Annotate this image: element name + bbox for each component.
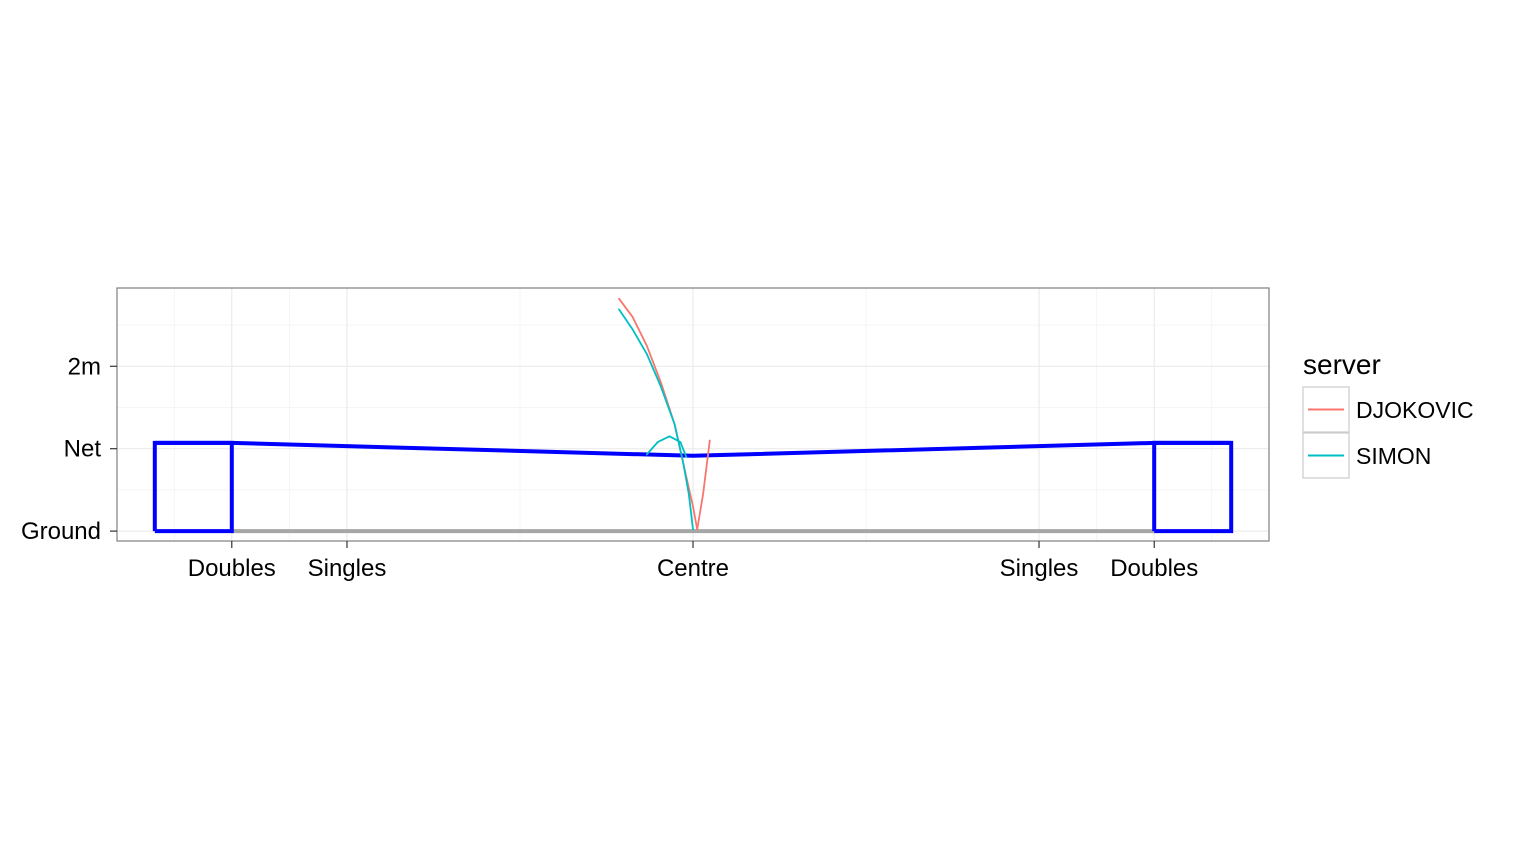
legend-title: server bbox=[1303, 349, 1381, 380]
series-layer bbox=[618, 297, 711, 531]
series-simon-line-1 bbox=[618, 308, 694, 531]
y-tick-label: Net bbox=[64, 436, 102, 463]
x-axis: Doubles Singles Centre Singles Doubles bbox=[188, 541, 1198, 582]
series-djokovic-line-2 bbox=[696, 439, 711, 531]
net-right-post bbox=[1152, 440, 1234, 534]
x-tick-label: Singles bbox=[308, 555, 387, 582]
net-layer bbox=[152, 440, 1234, 534]
x-tick-label: Singles bbox=[1000, 555, 1079, 582]
x-tick-label: Doubles bbox=[188, 555, 276, 582]
series-simon-line-2 bbox=[645, 435, 688, 458]
x-tick-label: Doubles bbox=[1110, 555, 1198, 582]
y-tick-label: 2m bbox=[68, 353, 101, 380]
y-axis: Ground Net 2m bbox=[21, 353, 117, 545]
x-tick-label: Centre bbox=[657, 555, 729, 582]
y-tick-label: Ground bbox=[21, 518, 101, 545]
legend-label-djokovic: DJOKOVIC bbox=[1356, 397, 1474, 423]
legend: server DJOKOVIC SIMON bbox=[1302, 349, 1474, 479]
legend-label-simon: SIMON bbox=[1356, 443, 1431, 469]
